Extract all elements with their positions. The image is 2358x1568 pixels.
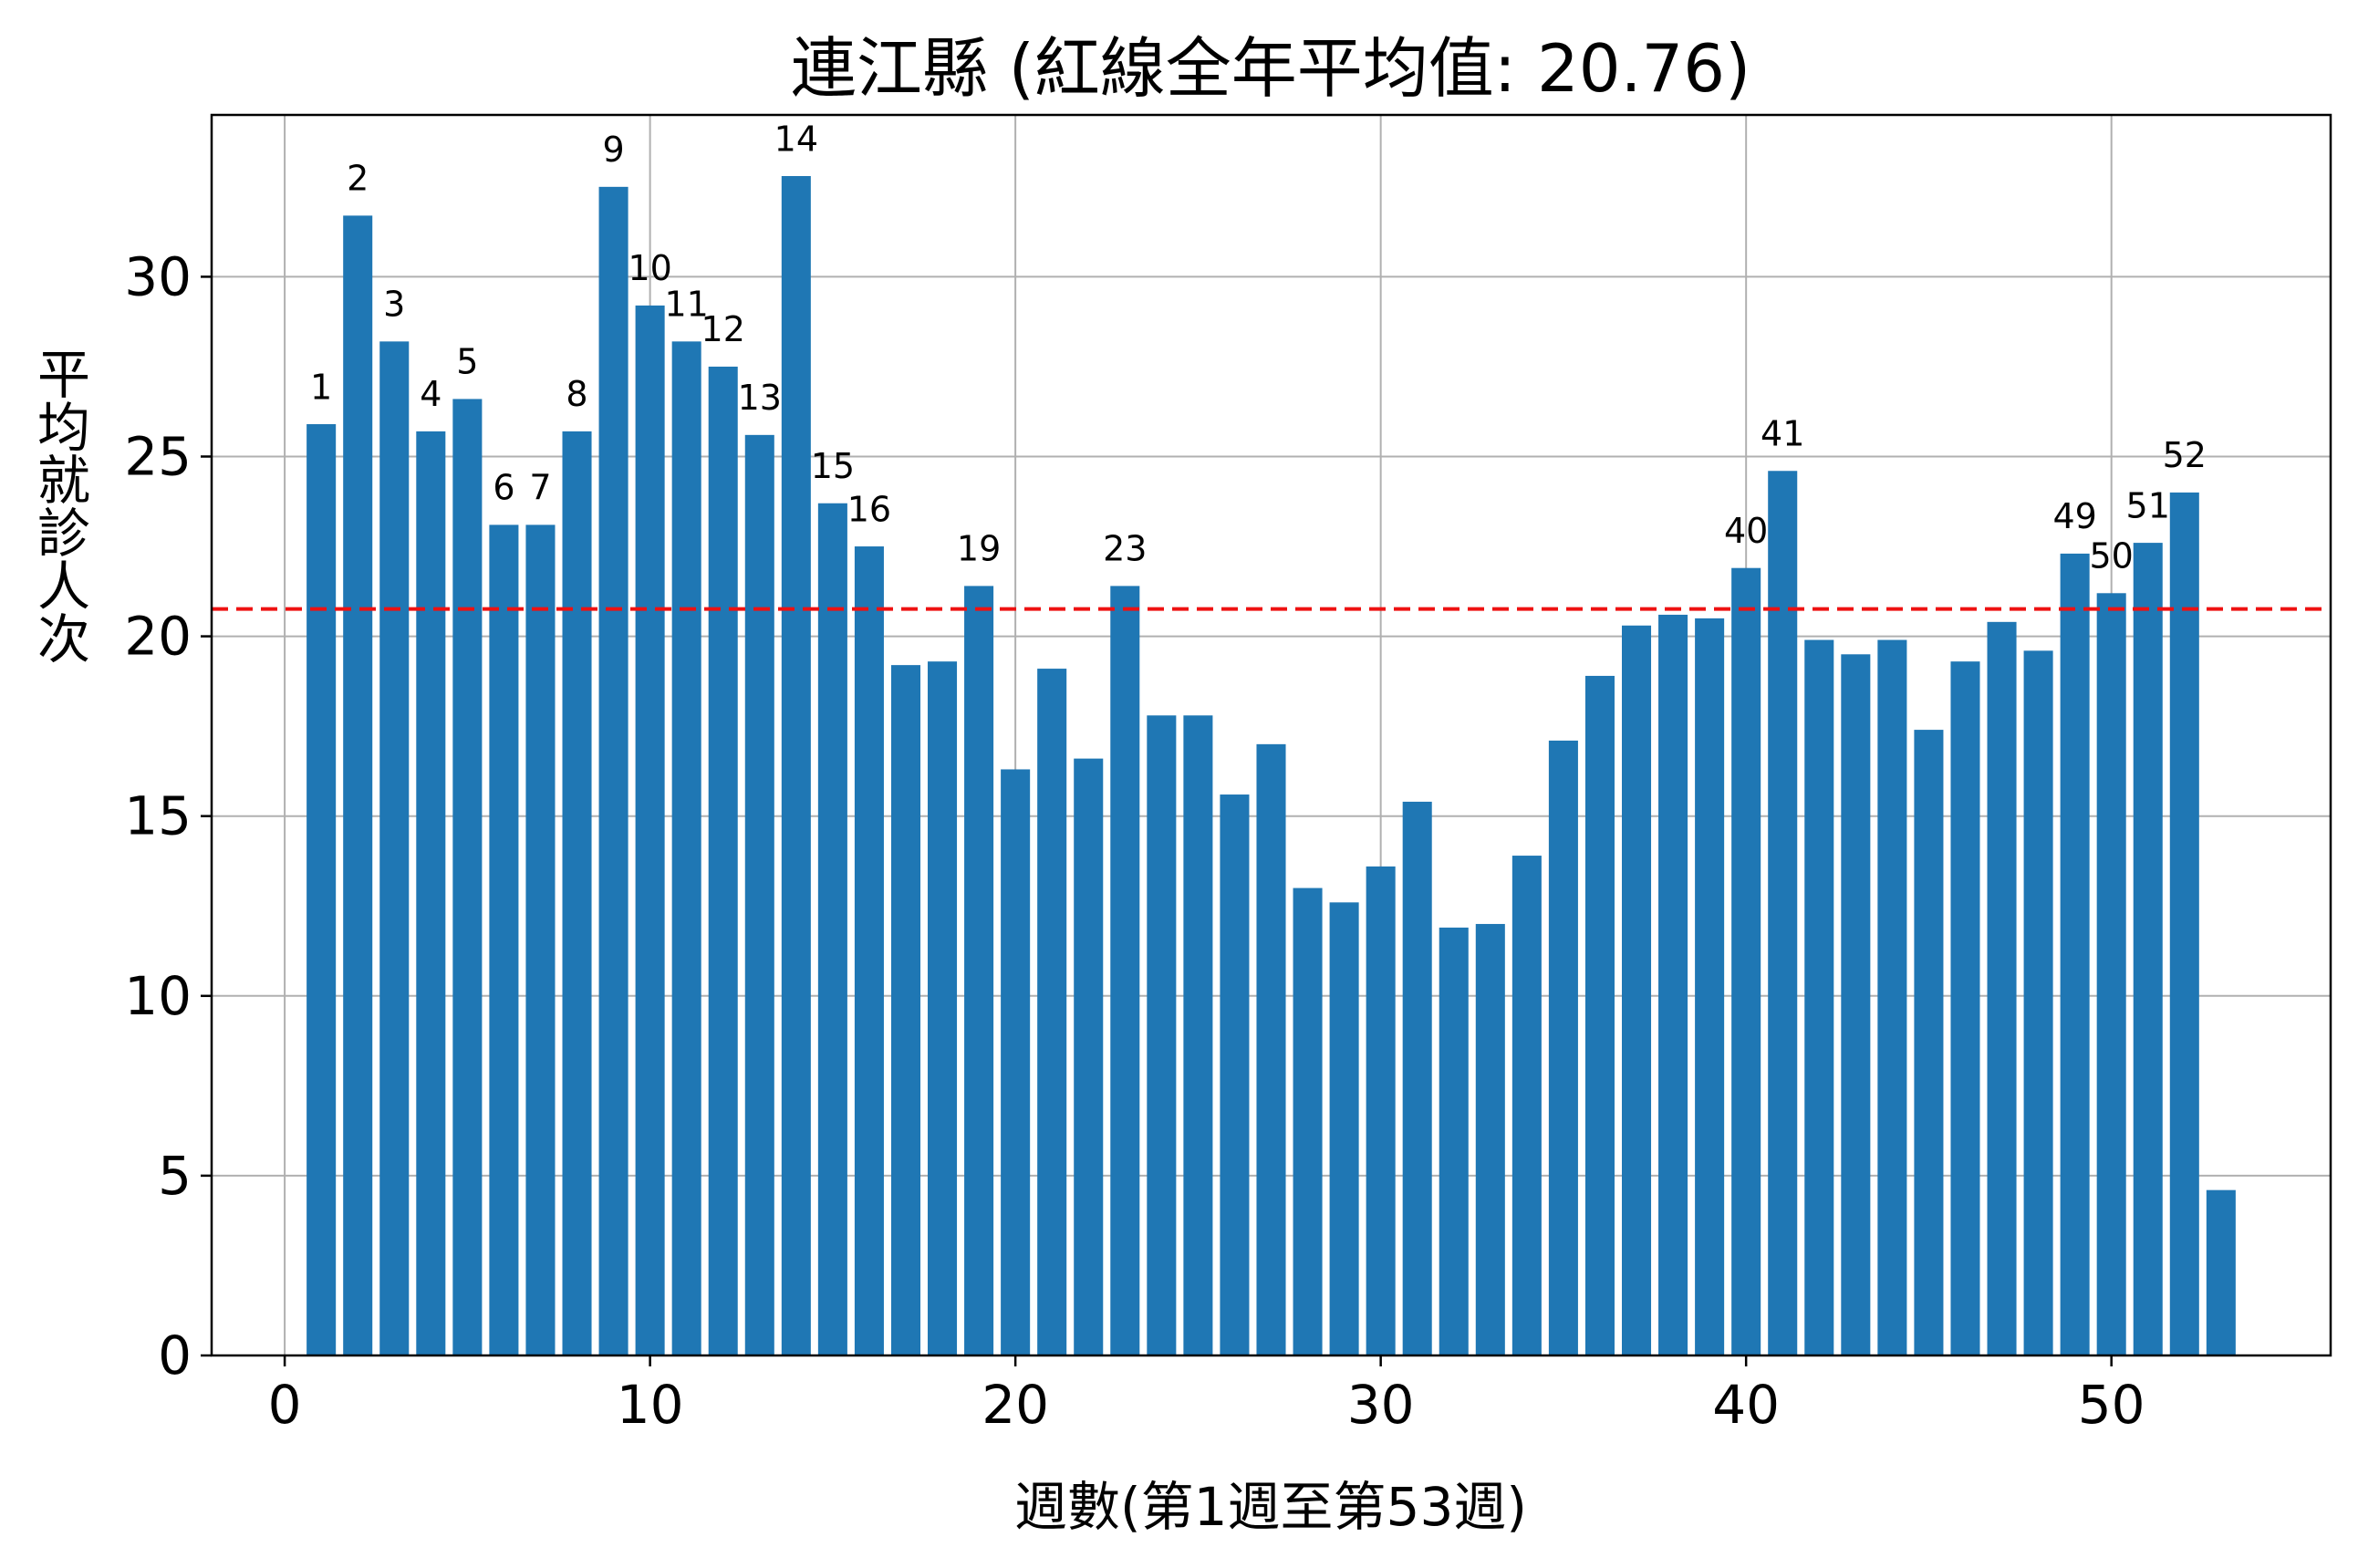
bar-week-33	[1475, 923, 1505, 1355]
y-tick-label: 10	[124, 965, 192, 1027]
bar-week-19	[964, 586, 994, 1355]
bar-week-34	[1511, 856, 1542, 1355]
x-tick-label: 20	[982, 1374, 1049, 1436]
bar-label-week-13: 13	[738, 378, 782, 418]
bar-week-21	[1037, 669, 1067, 1355]
y-tick-label: 25	[124, 425, 192, 487]
bar-week-43	[1841, 654, 1871, 1355]
bar-week-8	[562, 431, 592, 1355]
bar-label-week-52: 52	[2163, 435, 2207, 475]
bar-week-10	[635, 305, 665, 1356]
y-tick-label: 30	[124, 245, 192, 307]
bar-week-44	[1877, 639, 1907, 1355]
bar-week-25	[1183, 715, 1213, 1355]
bar-week-22	[1074, 758, 1104, 1355]
bar-week-2	[343, 215, 373, 1355]
bar-week-4	[416, 431, 446, 1355]
bar-week-14	[781, 176, 811, 1355]
bar-label-week-51: 51	[2126, 485, 2170, 525]
bar-label-week-6: 6	[493, 468, 514, 508]
plot-frame	[210, 113, 2332, 1357]
bar-week-5	[452, 399, 483, 1355]
bar-label-week-12: 12	[701, 309, 745, 349]
bar-label-week-10: 10	[628, 248, 671, 288]
x-tick-label: 30	[1347, 1374, 1415, 1436]
bar-week-46	[1950, 661, 1980, 1355]
bar-label-week-3: 3	[383, 285, 405, 325]
bar-week-29	[1329, 902, 1359, 1355]
x-tick-label: 0	[268, 1374, 302, 1436]
bars	[306, 176, 2236, 1356]
bar-label-week-5: 5	[456, 342, 478, 382]
bar-week-12	[708, 366, 738, 1355]
y-axis-ticks: 0 5 10 15 20 25 30	[124, 245, 212, 1386]
bar-label-week-16: 16	[847, 489, 891, 529]
chart-title: 連江縣 (紅線全年平均值: 20.76)	[791, 30, 1750, 107]
bar-week-27	[1256, 743, 1286, 1355]
bar-week-52	[2169, 492, 2199, 1355]
bar-week-3	[379, 341, 410, 1355]
bar-week-31	[1402, 801, 1432, 1355]
bar-week-32	[1439, 927, 1469, 1355]
bar-week-15	[817, 503, 847, 1355]
y-tick-label: 15	[124, 785, 192, 847]
bar-week-16	[854, 546, 884, 1355]
bar-week-20	[1001, 769, 1031, 1355]
x-tick-label: 10	[617, 1374, 684, 1436]
bar-week-6	[489, 524, 519, 1355]
bar-week-23	[1110, 586, 1140, 1355]
bar-week-11	[671, 341, 701, 1355]
bar-label-week-23: 23	[1103, 529, 1147, 569]
y-tick-label: 5	[158, 1145, 192, 1207]
bar-week-42	[1804, 639, 1834, 1355]
bar-week-40	[1731, 567, 1761, 1355]
bar-week-28	[1293, 888, 1323, 1355]
bar-week-41	[1768, 471, 1798, 1355]
bar-week-30	[1366, 866, 1396, 1355]
bar-week-9	[598, 186, 628, 1355]
bar-week-24	[1147, 715, 1177, 1355]
bar-week-17	[890, 665, 921, 1355]
x-tick-label: 40	[1712, 1374, 1780, 1436]
bar-week-35	[1548, 740, 1578, 1355]
y-axis-label: 平均就診人次	[37, 344, 90, 670]
bar-week-38	[1658, 614, 1688, 1355]
bar-label-week-7: 7	[529, 468, 551, 508]
bar-label-week-11: 11	[664, 285, 708, 325]
bar-label-week-8: 8	[566, 374, 587, 414]
x-tick-label: 50	[2078, 1374, 2145, 1436]
bar-week-7	[525, 524, 556, 1355]
bar-week-49	[2060, 553, 2090, 1355]
bar-label-week-14: 14	[774, 119, 818, 159]
bar-week-26	[1220, 794, 1250, 1355]
bar-week-36	[1584, 675, 1615, 1355]
bar-label-week-15: 15	[811, 446, 855, 486]
bar-week-51	[2133, 543, 2163, 1355]
bar-label-week-4: 4	[420, 374, 441, 414]
bar-week-50	[2096, 593, 2126, 1355]
bar-week-39	[1695, 618, 1725, 1355]
x-axis-ticks: 0 10 20 30 40 50	[268, 1355, 2145, 1436]
bar-label-week-40: 40	[1724, 511, 1768, 551]
bar-label-week-41: 41	[1761, 414, 1804, 454]
bar-week-48	[2023, 650, 2053, 1355]
bar-label-week-1: 1	[310, 367, 332, 407]
bar-label-week-9: 9	[602, 130, 624, 170]
bar-label-week-49: 49	[2052, 496, 2096, 536]
bar-label-week-19: 19	[957, 529, 1001, 569]
bar-week-13	[744, 434, 774, 1355]
bar-week-18	[928, 661, 958, 1355]
bar-label-week-2: 2	[347, 159, 369, 199]
bar-week-45	[1914, 730, 1944, 1355]
x-axis-label: 週數(第1週至第53週)	[1014, 1476, 1527, 1538]
y-tick-label: 0	[158, 1324, 192, 1386]
bar-week-53	[2206, 1189, 2236, 1355]
bar-week-47	[1987, 621, 2017, 1355]
bar-week-1	[306, 424, 337, 1355]
bar-label-week-50: 50	[2090, 536, 2134, 576]
bar-week-37	[1621, 625, 1652, 1355]
y-tick-label: 20	[124, 606, 192, 668]
